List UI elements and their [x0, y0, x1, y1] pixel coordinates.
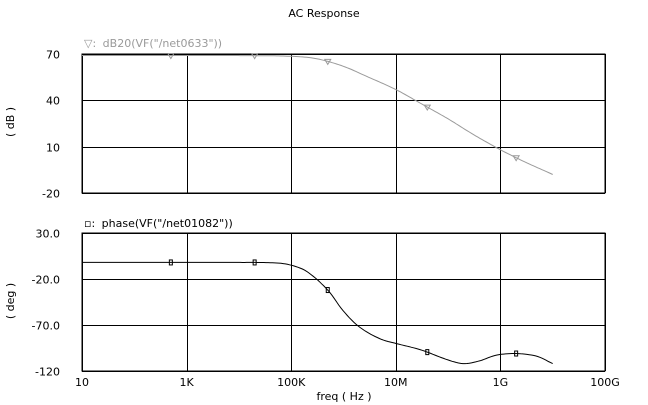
- x-tick-label: 1K: [179, 376, 194, 389]
- phase-series-marker: [425, 349, 430, 356]
- x-tick-label: 100G: [590, 376, 620, 389]
- magnitude-plot-frame: [81, 53, 606, 194]
- phase-y-tick-label: -70.0: [32, 320, 60, 333]
- x-tick-label: 1G: [493, 376, 509, 389]
- x-tick-label: 100K: [277, 376, 306, 389]
- magnitude-series-marker: [512, 155, 521, 162]
- magnitude-y-tick-label: 70: [46, 49, 60, 62]
- phase-series-marker: [168, 259, 173, 266]
- magnitude-y-tick-label: -20: [42, 188, 60, 201]
- chart-title: AC Response: [288, 7, 360, 20]
- magnitude-series-marker: [250, 53, 259, 60]
- magnitude-y-label: ( dB ): [4, 107, 17, 137]
- magnitude-y-tick-label: 10: [46, 142, 60, 155]
- magnitude-subplot: 70 40 10 -20 ▽: dB20(VF("/net0633")) ( dB ): [4, 37, 606, 201]
- magnitude-series-marker: [423, 104, 432, 112]
- magnitude-series-marker: [166, 53, 175, 60]
- magnitude-series-marker: [323, 58, 332, 66]
- phase-plot-frame: [81, 232, 606, 372]
- phase-subplot: 30.0 -20.0 -70.0 -120 10 1K 100K 10M 1G 100G ▫: p…: [4, 217, 620, 403]
- magnitude-legend: ▽: dB20(VF("/net0633")): [84, 37, 222, 50]
- x-axis-label: freq ( Hz ): [316, 390, 371, 403]
- x-tick-label: 10M: [384, 376, 408, 389]
- phase-series-line: [82, 261, 553, 365]
- phase-series-marker: [252, 259, 257, 266]
- magnitude-y-tick-label: 40: [46, 95, 60, 108]
- phase-y-label: ( deg ): [4, 283, 17, 319]
- phase-y-tick-label: -20.0: [32, 274, 60, 287]
- phase-series-marker: [325, 287, 330, 294]
- magnitude-series-line: [82, 55, 553, 175]
- x-tick-label: 10: [75, 376, 89, 389]
- phase-y-tick-label: -120: [35, 366, 60, 379]
- phase-y-tick-label: 30.0: [36, 228, 61, 241]
- phase-series-marker: [514, 350, 519, 357]
- phase-legend: ▫: phase(VF("/net01082")): [84, 217, 233, 230]
